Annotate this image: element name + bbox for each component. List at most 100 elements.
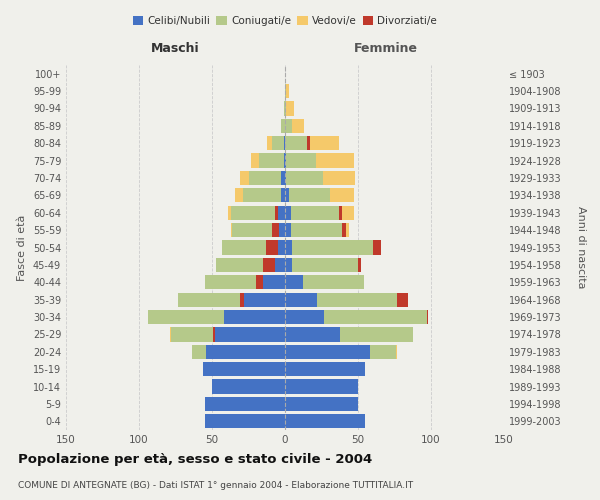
Bar [427, 310, 428, 324]
Bar [285, 206, 291, 220]
Bar [232, 223, 279, 237]
Text: Maschi: Maschi [151, 42, 200, 55]
Bar [307, 136, 310, 150]
Bar [396, 344, 397, 359]
Bar [292, 258, 358, 272]
Bar [316, 154, 353, 168]
Bar [285, 102, 286, 116]
Bar [289, 188, 330, 202]
Bar [205, 414, 285, 428]
Bar [339, 206, 342, 220]
Bar [286, 102, 294, 116]
Bar [292, 240, 373, 254]
Bar [248, 171, 281, 185]
Bar [205, 397, 285, 411]
Bar [285, 136, 307, 150]
Bar [281, 118, 285, 133]
Bar [275, 258, 285, 272]
Bar [292, 118, 304, 133]
Bar [215, 328, 285, 342]
Bar [228, 206, 231, 220]
Bar [373, 240, 379, 254]
Bar [272, 136, 284, 150]
Bar [284, 136, 285, 150]
Bar [266, 240, 278, 254]
Bar [285, 171, 286, 185]
Bar [286, 84, 289, 98]
Bar [285, 188, 289, 202]
Bar [285, 380, 358, 394]
Bar [397, 292, 407, 307]
Bar [278, 240, 285, 254]
Bar [285, 414, 365, 428]
Bar [285, 292, 317, 307]
Bar [256, 275, 263, 289]
Bar [285, 258, 292, 272]
Bar [302, 275, 364, 289]
Bar [427, 310, 428, 324]
Bar [275, 206, 278, 220]
Bar [358, 258, 361, 272]
Bar [286, 154, 316, 168]
Bar [291, 206, 339, 220]
Bar [330, 188, 353, 202]
Text: Popolazione per età, sesso e stato civile - 2004: Popolazione per età, sesso e stato civil… [18, 452, 372, 466]
Bar [171, 328, 215, 342]
Bar [231, 206, 278, 220]
Bar [286, 171, 323, 185]
Bar [284, 154, 285, 168]
Bar [342, 223, 346, 237]
Bar [231, 223, 232, 237]
Bar [217, 258, 275, 272]
Bar [285, 84, 286, 98]
Bar [373, 240, 382, 254]
Bar [358, 258, 361, 272]
Bar [242, 188, 281, 202]
Bar [285, 397, 358, 411]
Bar [170, 328, 171, 342]
Bar [278, 206, 285, 220]
Bar [281, 188, 285, 202]
Bar [205, 275, 263, 289]
Bar [178, 292, 244, 307]
Bar [285, 328, 340, 342]
Bar [307, 136, 339, 150]
Bar [285, 223, 291, 237]
Bar [240, 171, 248, 185]
Bar [212, 380, 285, 394]
Bar [148, 310, 224, 324]
Bar [317, 292, 397, 307]
Bar [325, 310, 427, 324]
Bar [284, 102, 285, 116]
Bar [268, 136, 272, 150]
Bar [370, 344, 396, 359]
Bar [285, 240, 292, 254]
Bar [272, 223, 279, 237]
Bar [235, 188, 242, 202]
Bar [342, 223, 349, 237]
Bar [224, 310, 285, 324]
Bar [285, 154, 286, 168]
Bar [214, 328, 215, 342]
Bar [279, 223, 285, 237]
Bar [285, 310, 325, 324]
Bar [206, 344, 285, 359]
Bar [285, 275, 302, 289]
Bar [323, 171, 355, 185]
Bar [263, 258, 275, 272]
Bar [340, 328, 413, 342]
Bar [203, 362, 285, 376]
Bar [222, 240, 278, 254]
Legend: Celibi/Nubili, Coniugati/e, Vedovi/e, Divorziati/e: Celibi/Nubili, Coniugati/e, Vedovi/e, Di… [128, 12, 442, 30]
Y-axis label: Anni di nascita: Anni di nascita [575, 206, 586, 289]
Bar [240, 292, 244, 307]
Text: Femmine: Femmine [354, 42, 418, 55]
Bar [281, 171, 285, 185]
Y-axis label: Fasce di età: Fasce di età [17, 214, 27, 280]
Bar [285, 362, 365, 376]
Bar [259, 154, 284, 168]
Bar [244, 292, 285, 307]
Bar [191, 344, 206, 359]
Bar [251, 154, 259, 168]
Bar [285, 118, 292, 133]
